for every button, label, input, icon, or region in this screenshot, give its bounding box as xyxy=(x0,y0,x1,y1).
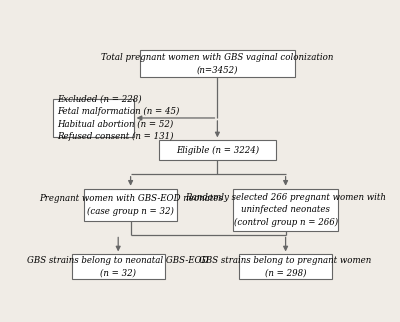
FancyBboxPatch shape xyxy=(53,99,134,137)
FancyBboxPatch shape xyxy=(158,140,276,160)
FancyBboxPatch shape xyxy=(140,50,295,77)
Text: Total pregnant women with GBS vaginal colonization
(n=3452): Total pregnant women with GBS vaginal co… xyxy=(101,53,334,74)
Text: Eligible (n = 3224): Eligible (n = 3224) xyxy=(176,146,259,155)
Text: GBS strains belong to pregnant women
(n = 298): GBS strains belong to pregnant women (n … xyxy=(200,256,372,278)
Text: GBS strains belong to neonatal GBS-EOD
(n = 32): GBS strains belong to neonatal GBS-EOD (… xyxy=(28,256,209,278)
FancyBboxPatch shape xyxy=(239,254,332,279)
Text: Pregnant women with GBS-EOD neonates
(case group n = 32): Pregnant women with GBS-EOD neonates (ca… xyxy=(39,194,222,216)
Text: Randomly selected 266 pregnant women with
uninfected neonates
(control group n =: Randomly selected 266 pregnant women wit… xyxy=(185,193,386,227)
Text: Excluded (n = 228)
Fetal malformation (n = 45)
Habitual abortion (n = 52)
Refuse: Excluded (n = 228) Fetal malformation (n… xyxy=(57,95,179,141)
FancyBboxPatch shape xyxy=(72,254,165,279)
FancyBboxPatch shape xyxy=(233,189,338,231)
FancyBboxPatch shape xyxy=(84,189,177,221)
